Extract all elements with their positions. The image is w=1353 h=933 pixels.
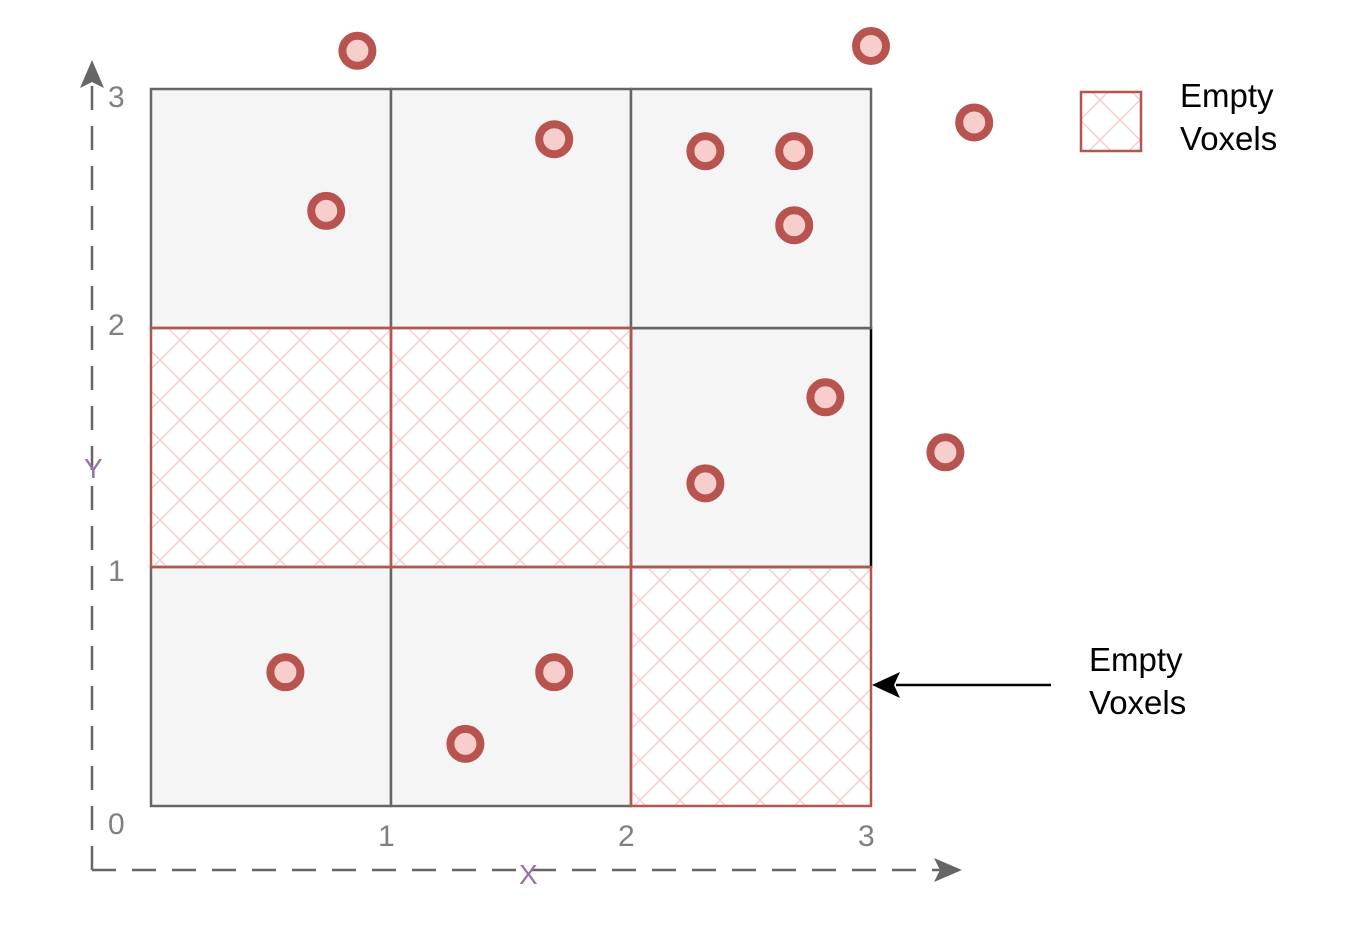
empty-voxel-cell: [149, 326, 393, 569]
data-point: [686, 464, 725, 503]
annotation-arrowhead: [872, 672, 900, 698]
empty-voxel-cell: [389, 326, 633, 569]
data-point: [852, 26, 890, 65]
y-tick-1: 1: [108, 555, 125, 588]
empty-voxel-cell: [629, 565, 873, 808]
x-axis: [92, 858, 962, 882]
annotation-label-line2: Voxels: [1089, 684, 1186, 721]
annotation-label-line1: Empty: [1089, 641, 1183, 678]
data-point: [955, 103, 994, 142]
y-tick-0: 0: [108, 808, 125, 841]
voxel-cell: [389, 565, 633, 808]
legend-swatch: [1079, 90, 1143, 153]
data-point: [446, 724, 485, 763]
legend-label-line2: Voxels: [1180, 120, 1277, 157]
voxel-cell: [629, 326, 873, 569]
voxel-cell: [149, 87, 393, 330]
voxel-cells: [149, 87, 873, 808]
y-axis: [80, 60, 104, 870]
data-point: [926, 433, 965, 472]
x-axis-arrowhead: [934, 858, 962, 882]
data-point: [806, 378, 845, 417]
x-tick-1: 1: [378, 820, 395, 853]
data-point: [775, 132, 814, 171]
data-point: [266, 653, 305, 692]
x-tick-3: 3: [858, 820, 875, 853]
y-tick-3: 3: [108, 81, 125, 114]
legend-label-line1: Empty: [1180, 77, 1274, 114]
data-point: [535, 120, 574, 159]
legend: Empty Voxels: [1079, 77, 1277, 157]
data-point: [535, 653, 574, 692]
x-tick-2: 2: [618, 820, 635, 853]
y-axis-label: Y: [84, 453, 103, 484]
y-tick-2: 2: [108, 309, 125, 342]
voxel-cell: [389, 87, 633, 330]
empty-voxel-annotation: Empty Voxels: [872, 641, 1186, 721]
data-point: [775, 206, 814, 245]
x-axis-label: X: [519, 859, 538, 890]
data-point: [686, 132, 725, 171]
voxel-cell: [149, 565, 393, 808]
voxel-cell: [629, 87, 873, 330]
y-axis-arrowhead: [80, 60, 104, 88]
data-point: [307, 191, 346, 230]
data-point: [338, 31, 377, 70]
point-cloud: [266, 26, 994, 763]
